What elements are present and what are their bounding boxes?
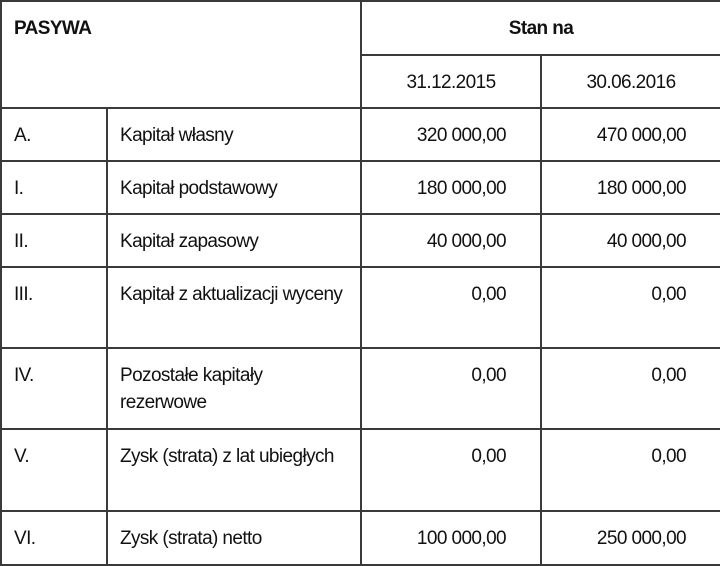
row-code: V.	[0, 428, 108, 512]
stan-na-header: Stan na	[360, 0, 720, 56]
table-row: III. Kapitał z aktualizacji wyceny 0,00 …	[0, 266, 720, 349]
row-value-2015: 180 000,00	[360, 160, 542, 215]
date-header-2: 30.06.2016	[540, 54, 720, 109]
row-code: II.	[0, 213, 108, 268]
row-value-2016: 0,00	[540, 266, 720, 349]
row-value-2016: 470 000,00	[540, 107, 720, 162]
row-value-2016: 0,00	[540, 347, 720, 430]
table-row: VI. Zysk (strata) netto 100 000,00 250 0…	[0, 510, 720, 566]
row-name: Zysk (strata) z lat ubiegłych	[106, 428, 362, 512]
row-value-2016: 250 000,00	[540, 510, 720, 566]
row-name: Kapitał własny	[106, 107, 362, 162]
row-value-2015: 0,00	[360, 266, 542, 349]
pasywa-header: PASYWA	[0, 0, 362, 109]
row-value-2015: 40 000,00	[360, 213, 542, 268]
table-row: I. Kapitał podstawowy 180 000,00 180 000…	[0, 160, 720, 215]
row-code: A.	[0, 107, 108, 162]
date-header-1: 31.12.2015	[360, 54, 542, 109]
row-value-2015: 320 000,00	[360, 107, 542, 162]
row-name: Kapitał zapasowy	[106, 213, 362, 268]
row-value-2015: 100 000,00	[360, 510, 542, 566]
row-value-2016: 180 000,00	[540, 160, 720, 215]
table-row: V. Zysk (strata) z lat ubiegłych 0,00 0,…	[0, 428, 720, 512]
row-name: Zysk (strata) netto	[106, 510, 362, 566]
table-row: A. Kapitał własny 320 000,00 470 000,00	[0, 107, 720, 162]
row-value-2016: 0,00	[540, 428, 720, 512]
row-name: Kapitał z aktualizacji wyceny	[106, 266, 362, 349]
table-row: IV. Pozostałe kapitały rezerwowe 0,00 0,…	[0, 347, 720, 430]
table-row: II. Kapitał zapasowy 40 000,00 40 000,00	[0, 213, 720, 268]
row-code: VI.	[0, 510, 108, 566]
row-code: IV.	[0, 347, 108, 430]
row-code: III.	[0, 266, 108, 349]
row-value-2015: 0,00	[360, 347, 542, 430]
row-name: Pozostałe kapitały rezerwowe	[106, 347, 362, 430]
row-value-2016: 40 000,00	[540, 213, 720, 268]
row-name: Kapitał podstawowy	[106, 160, 362, 215]
row-value-2015: 0,00	[360, 428, 542, 512]
row-code: I.	[0, 160, 108, 215]
